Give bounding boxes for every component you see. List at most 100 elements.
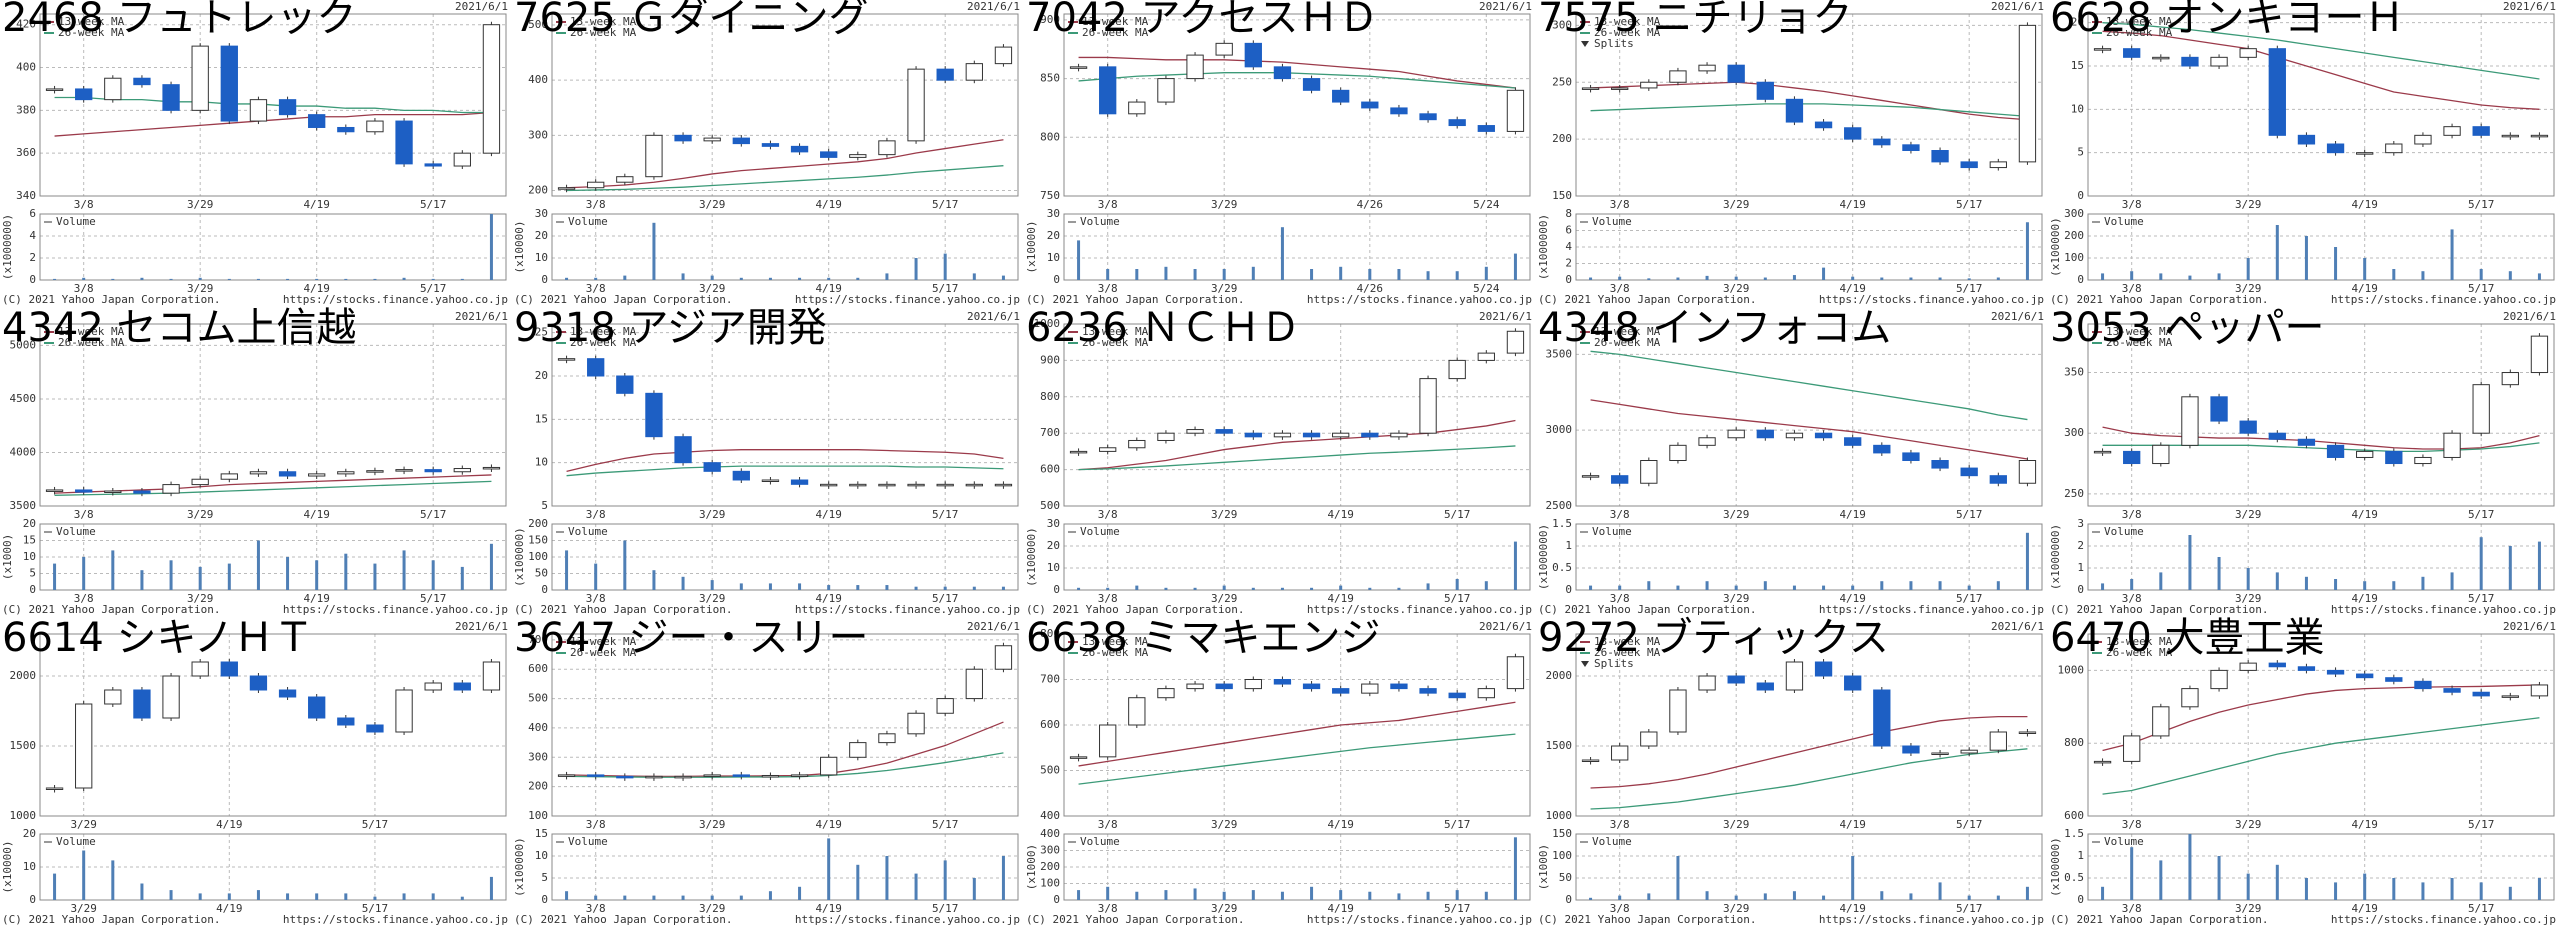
candle xyxy=(2356,673,2374,679)
plot-frame xyxy=(2087,213,2555,281)
volume-bar xyxy=(768,277,772,280)
candle xyxy=(1960,467,1978,477)
volume-unit: (x1000) xyxy=(1,534,14,580)
volume-bar xyxy=(1455,890,1459,900)
plot-frame xyxy=(1063,833,1531,901)
volume-bar xyxy=(710,895,714,900)
volume-bar xyxy=(1339,890,1343,900)
copyright: (C) 2021 Yahoo Japan Corporation. xyxy=(2050,603,2269,616)
x-tick-label: 4/19 xyxy=(303,508,330,521)
candle xyxy=(104,77,122,101)
ma-line xyxy=(566,449,1004,472)
volume-bar xyxy=(1967,585,1971,590)
x-tick-label: 3/29 xyxy=(1211,508,1238,521)
candle xyxy=(278,99,297,116)
candle xyxy=(936,483,954,487)
volume-bar xyxy=(2159,273,2163,280)
volume-bar xyxy=(2479,269,2483,280)
y-tick-label: 360 xyxy=(16,146,36,159)
volume-bar xyxy=(1618,276,1622,280)
volume-bar xyxy=(565,891,569,900)
x-tick-label: 4/19 xyxy=(2351,818,2378,831)
volume-bar xyxy=(2246,258,2250,280)
x-tick-label: 3/8 xyxy=(2122,818,2142,831)
volume-bar xyxy=(1455,579,1459,590)
chart-title: 3647 ジー・スリー xyxy=(514,615,869,661)
volume-bar xyxy=(943,586,947,590)
y-tick-label: 30 xyxy=(1047,207,1060,220)
copyright: (C) 2021 Yahoo Japan Corporation. xyxy=(514,913,733,926)
chart-title: 9272 ブティックス xyxy=(1538,615,1889,661)
y-tick-label: 1500 xyxy=(10,739,37,752)
volume-bar xyxy=(1513,541,1517,590)
volume-bar xyxy=(1222,269,1226,280)
candle xyxy=(1448,692,1466,699)
volume-bar xyxy=(402,893,406,900)
x-tick-label: 5/17 xyxy=(1956,902,1983,915)
x-tick-label: 5/17 xyxy=(932,508,959,521)
candle xyxy=(2443,126,2461,136)
candle xyxy=(1698,437,1716,446)
candle xyxy=(557,774,576,777)
x-tick-label: 3/29 xyxy=(2235,902,2262,915)
volume-bar xyxy=(1734,276,1738,280)
candle xyxy=(1361,432,1379,438)
volume-bar xyxy=(489,214,493,280)
volume-bar xyxy=(1676,856,1680,900)
volume-bar xyxy=(1938,277,1942,280)
candle xyxy=(1785,432,1804,439)
volume-bar xyxy=(914,258,918,280)
x-tick-label: 5/17 xyxy=(1956,818,1983,831)
x-tick-label: 4/19 xyxy=(1839,508,1866,521)
volume-bar xyxy=(943,253,947,280)
y-tick-label: 150 xyxy=(1552,189,1572,202)
candle xyxy=(1669,70,1687,83)
y-tick-label: 600 xyxy=(1040,718,1060,731)
volume-bar xyxy=(2188,535,2192,590)
candle xyxy=(1128,439,1146,449)
volume-bar xyxy=(1967,895,1971,900)
ma-line xyxy=(2102,22,2540,80)
volume-bar xyxy=(1618,585,1622,590)
y-tick-label: 500 xyxy=(528,18,548,31)
x-tick-label: 4/19 xyxy=(815,282,842,295)
volume-bar xyxy=(1106,587,1110,590)
x-tick-label: 4/19 xyxy=(1839,902,1866,915)
x-tick-label: 3/8 xyxy=(586,902,606,915)
candle xyxy=(2018,731,2037,734)
candle xyxy=(878,140,896,156)
volume-bar xyxy=(739,583,743,590)
x-tick-label: 3/29 xyxy=(1211,592,1238,605)
volume-bar xyxy=(198,893,202,900)
volume-bar xyxy=(2537,541,2541,590)
candle xyxy=(1186,54,1204,80)
candle xyxy=(645,775,663,779)
candle xyxy=(587,181,605,189)
legend-label: 13-week MA xyxy=(570,325,637,338)
candle xyxy=(2385,143,2403,154)
x-tick-label: 4/19 xyxy=(815,592,842,605)
volume-bar xyxy=(681,273,685,280)
volume-bar xyxy=(1164,890,1168,900)
volume-unit: (x10000) xyxy=(1025,221,1038,274)
candle xyxy=(2152,706,2170,737)
y-tick-label: 1000 xyxy=(10,809,37,822)
y-tick-label: 700 xyxy=(1040,673,1060,686)
volume-bar xyxy=(1647,278,1651,280)
y-tick-label: 20 xyxy=(23,827,36,840)
candle xyxy=(703,137,721,142)
copyright: (C) 2021 Yahoo Japan Corporation. xyxy=(1538,293,1757,306)
volume-bar xyxy=(2450,878,2454,900)
y-tick-label: 200 xyxy=(1552,132,1572,145)
y-tick-label: 500 xyxy=(1040,764,1060,777)
volume-bar xyxy=(373,278,377,280)
volume-bar xyxy=(2304,576,2308,590)
candle xyxy=(337,717,355,726)
volume-bar xyxy=(2101,583,2105,590)
volume-bar xyxy=(972,586,976,590)
y-tick-label: 400 xyxy=(528,721,548,734)
volume-bar xyxy=(827,277,831,280)
plot-frame xyxy=(551,213,1019,281)
candle xyxy=(278,689,297,698)
volume-bar xyxy=(623,540,627,590)
